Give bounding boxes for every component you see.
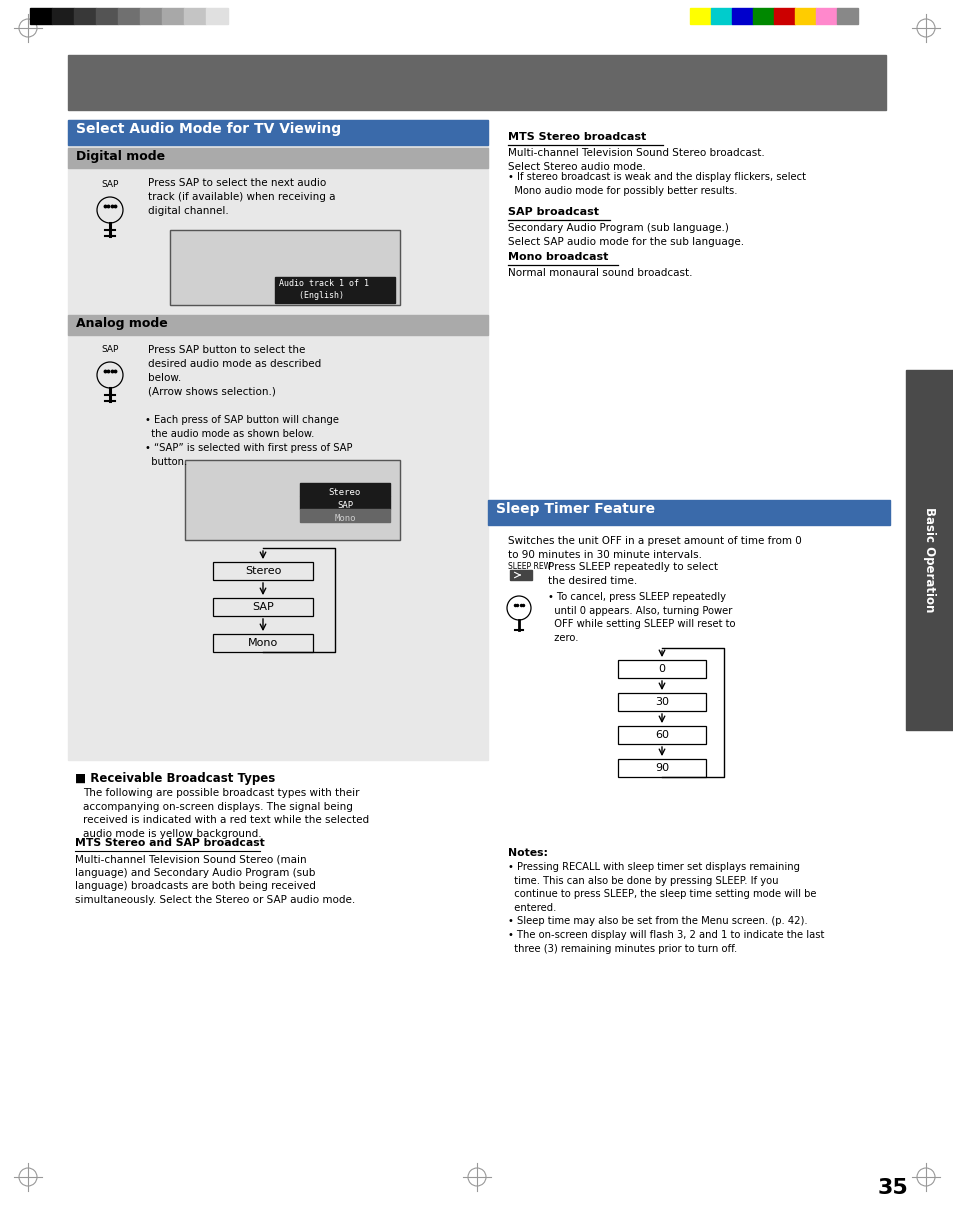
Bar [488,500,889,525]
Text: Switches the unit OFF in a preset amount of time from 0
to 90 minutes in 30 minu: Switches the unit OFF in a preset amount… [507,536,801,559]
Text: Multi-channel Television Sound Stereo broadcast.
Select Stereo audio mode.: Multi-channel Television Sound Stereo br… [507,148,764,171]
Bar [68,120,488,760]
Text: SAP: SAP [336,501,353,510]
Bar [299,496,390,509]
Bar [52,8,74,24]
Text: • If stereo broadcast is weak and the display flickers, select
  Mono audio mode: • If stereo broadcast is weak and the di… [507,172,805,195]
Text: SAP broadcast: SAP broadcast [507,207,598,217]
Text: Select Audio Mode for TV Viewing: Select Audio Mode for TV Viewing [76,122,341,136]
Bar [74,8,96,24]
Bar [170,230,399,305]
Bar [905,370,953,730]
Bar [689,8,710,24]
Text: Analog mode: Analog mode [76,317,168,330]
Bar [299,483,390,496]
Bar [510,570,532,580]
Bar [68,315,488,335]
Text: Notes:: Notes: [507,848,547,858]
Bar [30,8,52,24]
Bar [618,725,705,743]
Bar [118,8,140,24]
Text: 30: 30 [655,696,668,707]
Bar [274,277,395,302]
Text: Press SAP button to select the
desired audio mode as described
below.
(Arrow sho: Press SAP button to select the desired a… [148,345,321,396]
Text: Mono: Mono [248,637,278,648]
Bar [68,120,488,145]
Bar [184,8,206,24]
Bar [213,562,313,580]
Text: The following are possible broadcast types with their
accompanying on-screen dis: The following are possible broadcast typ… [83,788,369,839]
Text: Multi-channel Television Sound Stereo (main
language) and Secondary Audio Progra: Multi-channel Television Sound Stereo (m… [75,854,355,905]
Bar [618,759,705,777]
Bar [206,8,228,24]
Text: Stereo: Stereo [329,488,361,496]
Text: Mono broadcast: Mono broadcast [507,252,608,261]
Bar [140,8,162,24]
Text: Stereo: Stereo [245,566,281,576]
Bar [68,148,488,167]
Text: SAP: SAP [101,345,118,354]
Bar [752,8,773,24]
Bar [68,55,885,110]
Text: 35: 35 [877,1178,908,1198]
Bar [710,8,731,24]
Bar [96,8,118,24]
Text: 90: 90 [655,763,668,772]
Bar [815,8,836,24]
Bar [773,8,794,24]
Text: ■ Receivable Broadcast Types: ■ Receivable Broadcast Types [75,772,275,784]
Bar [836,8,857,24]
Bar [794,8,815,24]
Bar [618,693,705,711]
Bar [162,8,184,24]
Text: Basic Operation: Basic Operation [923,507,936,612]
Text: Digital mode: Digital mode [76,149,165,163]
Text: Sleep Timer Feature: Sleep Timer Feature [496,502,655,516]
Text: Press SAP to select the next audio
track (if available) when receiving a
digital: Press SAP to select the next audio track… [148,178,335,216]
Text: • To cancel, press SLEEP repeatedly
  until 0 appears. Also, turning Power
  OFF: • To cancel, press SLEEP repeatedly unti… [547,592,735,642]
Bar [213,634,313,652]
Text: Secondary Audio Program (sub language.)
Select SAP audio mode for the sub langua: Secondary Audio Program (sub language.) … [507,223,743,247]
Text: 0: 0 [658,664,665,674]
Text: Audio track 1 of 1
    (English): Audio track 1 of 1 (English) [278,280,369,300]
Text: MTS Stereo and SAP broadcast: MTS Stereo and SAP broadcast [75,837,265,848]
Bar [185,460,399,540]
Bar [213,598,313,616]
Text: Normal monaural sound broadcast.: Normal monaural sound broadcast. [507,268,692,278]
Text: MTS Stereo broadcast: MTS Stereo broadcast [507,133,645,142]
Text: • Each press of SAP button will change
  the audio mode as shown below.
• “SAP” : • Each press of SAP button will change t… [145,415,352,468]
Bar [185,460,399,540]
Bar [618,660,705,678]
Text: 60: 60 [655,730,668,740]
Bar [170,230,399,305]
Bar [299,509,390,522]
Text: SLEEP REW: SLEEP REW [507,562,551,571]
Text: • Pressing RECALL with sleep timer set displays remaining
  time. This can also : • Pressing RECALL with sleep timer set d… [507,862,823,953]
Text: Press SLEEP repeatedly to select
the desired time.: Press SLEEP repeatedly to select the des… [547,562,718,586]
Text: SAP: SAP [252,602,274,612]
Text: Mono: Mono [334,515,355,523]
Bar [731,8,752,24]
Text: SAP: SAP [101,180,118,189]
